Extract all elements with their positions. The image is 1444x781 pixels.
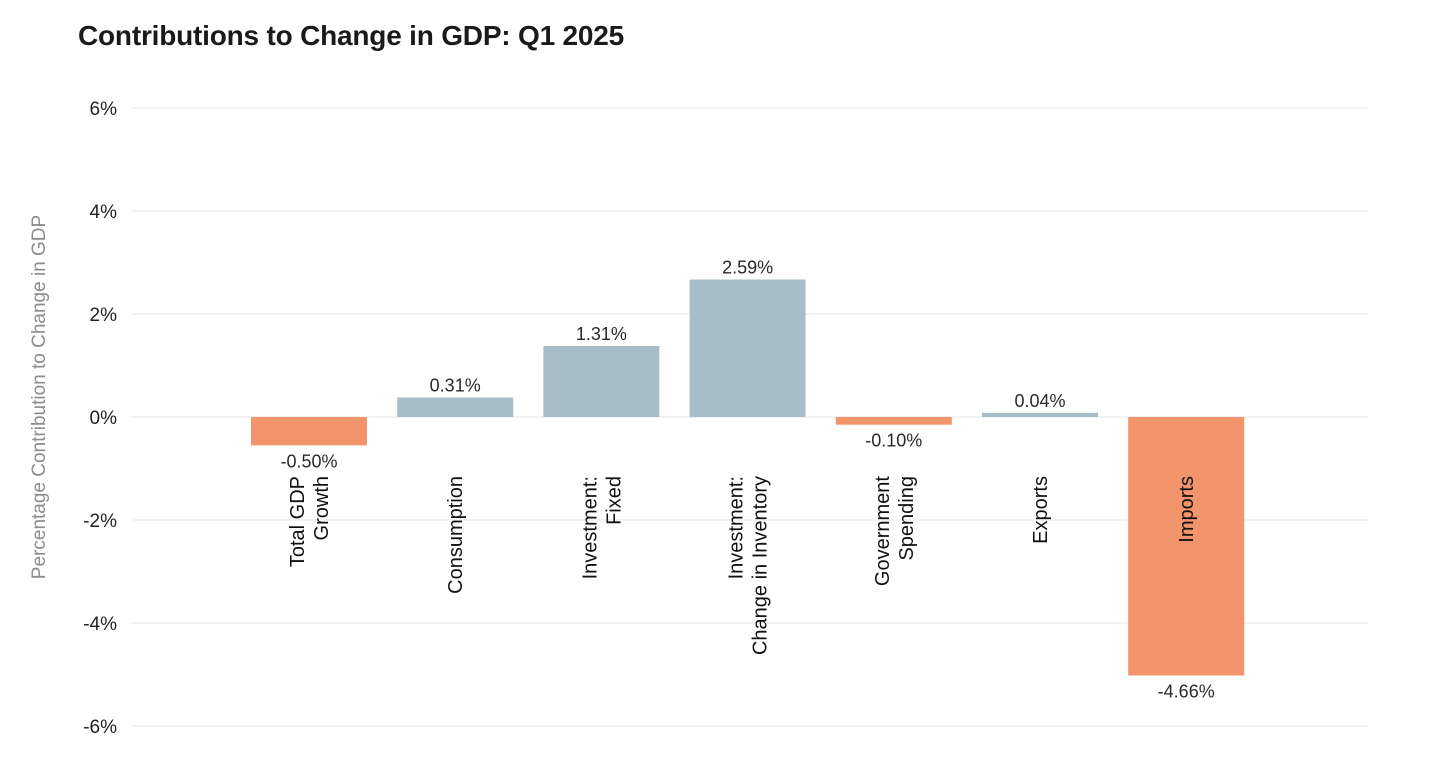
category-label-line: Fixed: [603, 476, 625, 525]
bar: [982, 412, 1098, 417]
y-tick-label: 6%: [90, 99, 118, 120]
category-label-line: Consumption: [445, 476, 467, 594]
bar: [689, 279, 806, 417]
category-label-line: Spending: [896, 476, 918, 561]
category-label-line: Growth: [311, 476, 333, 540]
data-label: 0.04%: [1014, 391, 1065, 411]
category-label: Investment: Change in Inventory: [726, 476, 772, 655]
data-label: 0.31%: [430, 375, 481, 395]
data-label: -0.50%: [280, 451, 337, 471]
chart-title: Contributions to Change in GDP: Q1 2025: [78, 20, 625, 51]
y-tick-label: 2%: [90, 305, 118, 326]
category-label-line: Investment:: [579, 476, 601, 579]
category-label-line: Government: [872, 476, 894, 586]
category-label: Imports: [1176, 476, 1198, 543]
y-axis-ticks: 6% 4% 2% 0% -2% -4% -6%: [83, 99, 117, 738]
y-tick-label: -4%: [83, 614, 117, 635]
y-tick-label: -2%: [83, 511, 117, 532]
category-label: Consumption: [445, 476, 467, 594]
category-label: Total GDP Growth: [287, 476, 333, 567]
y-tick-label: 0%: [90, 408, 118, 429]
bar: [1128, 417, 1245, 676]
category-label: Investment: Fixed: [579, 476, 625, 579]
category-label: Government Spending: [872, 476, 918, 586]
y-axis-label: Percentage Contribution to Change in GDP: [29, 215, 50, 579]
data-labels: -0.50% 0.31% 1.31% 2.59% -0.10% 0.04% -4.66%: [280, 257, 1214, 701]
category-label-line: Imports: [1176, 476, 1198, 543]
y-tick-label: 4%: [90, 202, 118, 223]
data-label: -4.66%: [1158, 682, 1215, 702]
category-label: Exports: [1030, 476, 1052, 544]
data-label: -0.10%: [865, 431, 922, 451]
category-label-line: Total GDP: [287, 476, 309, 567]
bar: [543, 345, 660, 417]
bar: [397, 397, 514, 417]
data-label: 2.59%: [722, 257, 773, 277]
category-label-line: Investment:: [726, 476, 748, 579]
bar: [835, 417, 952, 425]
category-labels: Total GDP Growth Consumption Investment: Fix…: [287, 476, 1198, 655]
bar: [251, 417, 367, 446]
category-label-line: Change in Inventory: [750, 476, 772, 655]
y-tick-label: -6%: [83, 717, 117, 738]
bars: [251, 279, 1245, 676]
data-label: 1.31%: [576, 324, 627, 344]
category-label-line: Exports: [1030, 476, 1052, 544]
